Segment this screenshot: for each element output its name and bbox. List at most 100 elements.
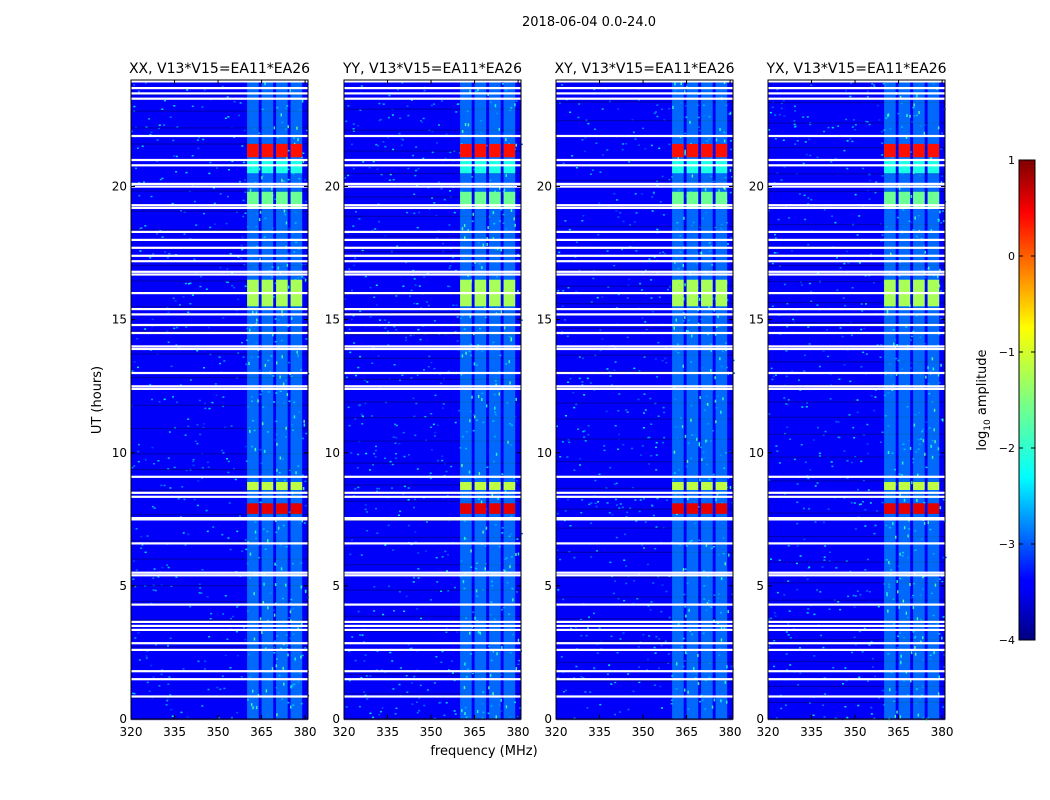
rfi-speckle [720,577,723,581]
y-tick-label: 0 [544,712,552,726]
noise-cell [729,191,732,194]
noise-cell [629,224,632,226]
rfi-speckle [905,611,908,615]
rfi-speckle [262,601,265,604]
noise-cell [611,384,614,386]
noise-cell [876,344,879,346]
flagged-row [344,134,521,138]
noise-cell [941,210,944,212]
colorbar-tick-label: −4 [999,634,1015,647]
rfi-speckle [279,375,281,379]
noise-cell [225,281,228,283]
noise-cell [501,306,503,308]
noise-cell [435,557,438,559]
noise-cell [434,435,436,437]
rfi-speckle [933,651,935,655]
noise-cell [226,195,229,198]
rfi-speckle [283,209,286,213]
noise-cell [441,556,444,558]
noise-cell [140,535,143,538]
noise-cell [568,441,571,444]
noise-cell [793,105,796,107]
noise-cell [430,361,433,364]
noise-cell [199,587,202,589]
noise-cell [770,558,772,560]
rfi-speckle [481,398,483,401]
rfi-speckle [930,444,932,448]
rfi-speckle [282,382,285,386]
noise-cell [387,137,390,139]
rfi-speckle [467,229,469,233]
noise-cell [573,406,576,409]
noise-cell [569,111,572,113]
rfi-speckle [287,125,289,129]
rfi-speckle [472,212,474,216]
flagged-row [344,254,521,257]
flagged-row [344,246,521,249]
noise-cell [384,319,387,321]
noise-cell [668,143,671,146]
low-amp-row [131,646,308,648]
noise-cell [637,144,640,146]
noise-cell [170,585,173,587]
noise-cell [402,285,405,287]
rfi-speckle [469,419,471,423]
rfi-speckle [252,706,254,710]
noise-cell [565,415,567,417]
noise-cell [287,178,290,181]
noise-cell [559,456,562,458]
rfi-speckle [285,221,288,225]
low-amp-row [344,150,521,152]
noise-cell [434,431,437,434]
noise-cell [650,144,653,147]
flagged-row [131,92,308,95]
noise-cell [273,401,276,403]
noise-cell [222,613,225,615]
flagged-row [556,331,733,335]
noise-cell [632,690,635,693]
noise-cell [413,278,416,280]
rfi-speckle [677,623,680,627]
noise-cell [146,535,149,537]
rfi-band-1 [884,80,896,719]
noise-cell [802,162,805,165]
noise-cell [387,116,390,119]
noise-cell [650,455,653,457]
low-amp-row [131,600,308,603]
flagged-row [768,678,945,681]
noise-cell [148,118,151,120]
low-amp-row [344,462,521,464]
flagged-row [768,574,945,577]
flagged-row [768,238,945,241]
noise-cell [856,590,859,592]
noise-cell [354,488,357,490]
noise-cell [866,90,869,93]
panel-frame [555,79,734,720]
noise-cell [851,651,854,654]
low-amp-row [556,402,733,404]
rfi-speckle [720,638,723,642]
low-amp-row [344,536,521,538]
noise-cell [816,589,818,591]
rfi-speckle [494,406,496,410]
noise-cell [201,106,204,108]
noise-cell [835,420,838,423]
flagged-row [556,80,733,83]
noise-cell [382,613,385,616]
noise-cell [650,279,653,281]
noise-cell [352,130,355,132]
noise-cell [877,605,880,608]
noise-cell [823,559,826,561]
noise-cell [623,559,626,561]
burst-1-sub-2 [898,503,911,514]
rfi-speckle [903,498,906,502]
noise-cell [656,376,659,378]
noise-cell [861,651,864,653]
noise-cell [878,697,880,699]
low-amp-row [131,540,308,542]
flagged-row [131,270,308,273]
low-amp-row [131,489,308,491]
noise-cell [369,469,371,471]
noise-cell [227,460,230,463]
noise-cell [445,470,448,473]
